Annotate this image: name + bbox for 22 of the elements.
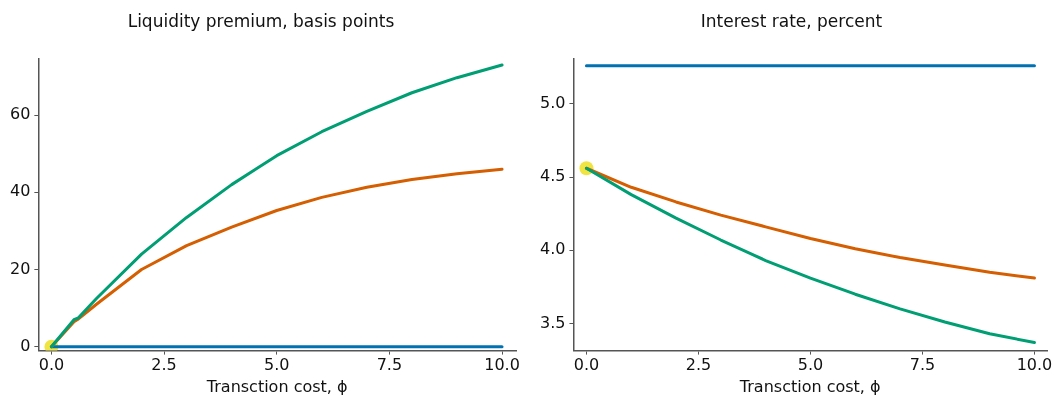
x-axis-title: Transction cost, ϕ [738,376,881,396]
x-tick-label: 5.0 [264,355,290,375]
y-tick-label: 5.0 [539,92,566,112]
x-tick-label: 0.0 [573,355,600,375]
chart-title: Interest rate, percent [700,10,883,31]
x-axis-title: Transction cost, ϕ [205,376,348,396]
y-tick-label: 40 [10,181,31,201]
y-tick-label: 4.5 [539,166,566,186]
x-tick-label: 2.5 [151,355,177,375]
y-tick-label: 3.5 [539,312,566,332]
x-tick-label: 10.0 [484,355,520,375]
x-tick-label: 7.5 [376,355,403,375]
x-tick-label: 0.0 [38,355,65,375]
x-tick-label: 5.0 [797,355,824,375]
x-tick-label: 2.5 [685,355,712,375]
x-tick-label: 7.5 [909,355,936,375]
y-tick-label: 60 [10,104,31,124]
y-tick-label: 0 [20,335,31,355]
chart-title: Liquidity premium, basis points [127,10,395,31]
y-tick-label: 20 [10,258,31,278]
y-tick-label: 4.0 [539,239,566,259]
x-tick-label: 10.0 [1016,355,1053,375]
